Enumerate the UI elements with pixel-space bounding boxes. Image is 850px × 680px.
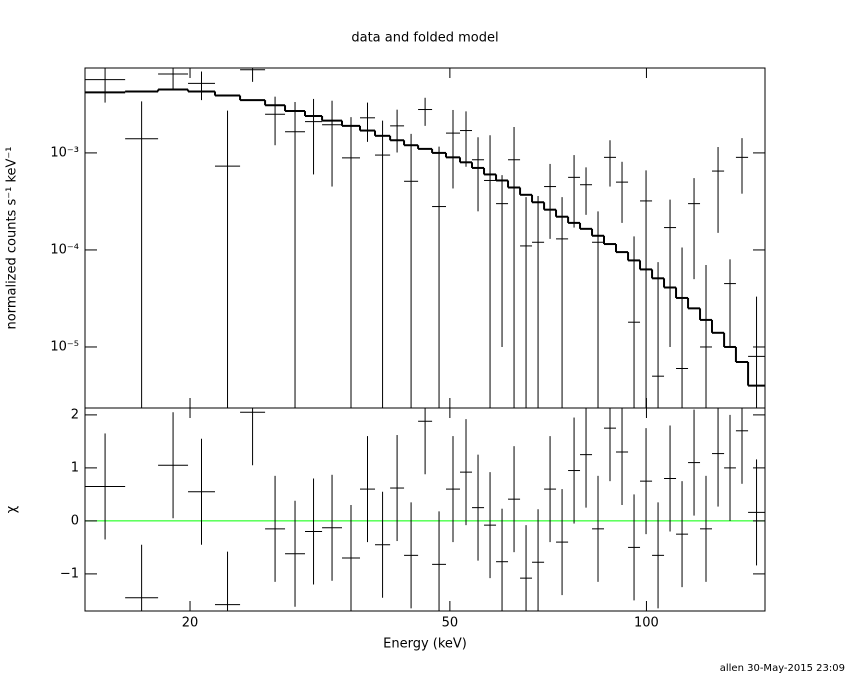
top-plot-area: [85, 68, 765, 408]
y-tick-label: 0: [71, 513, 79, 528]
x-tick-label: 50: [442, 616, 459, 631]
x-tick-label: 100: [634, 616, 659, 631]
y-axis-label: χ: [5, 505, 20, 513]
y-tick-label: 2: [71, 407, 79, 422]
axes: 10⁻⁵ 10⁻⁴ 10⁻³ normalized counts s⁻¹ keV⁻¹ −…: [5, 67, 766, 631]
bottom-plot-area: [85, 408, 765, 611]
x-axis-label: Energy (keV): [383, 637, 467, 652]
y-axis-label: normalized counts s⁻¹ keV⁻¹: [5, 147, 20, 330]
y-tick-label: 10⁻³: [50, 145, 79, 160]
y-tick-label: 1: [71, 460, 79, 475]
y-tick-label: 10⁻⁵: [50, 339, 79, 354]
chart-title: data and folded model: [351, 31, 498, 46]
y-tick-label: −1: [60, 566, 79, 581]
footer: allen 30-May-2015 23:09: [720, 663, 845, 674]
y-tick-label: 10⁻⁴: [50, 242, 79, 257]
panel-frame: [84, 407, 766, 612]
x-tick-label: 20: [182, 616, 199, 631]
